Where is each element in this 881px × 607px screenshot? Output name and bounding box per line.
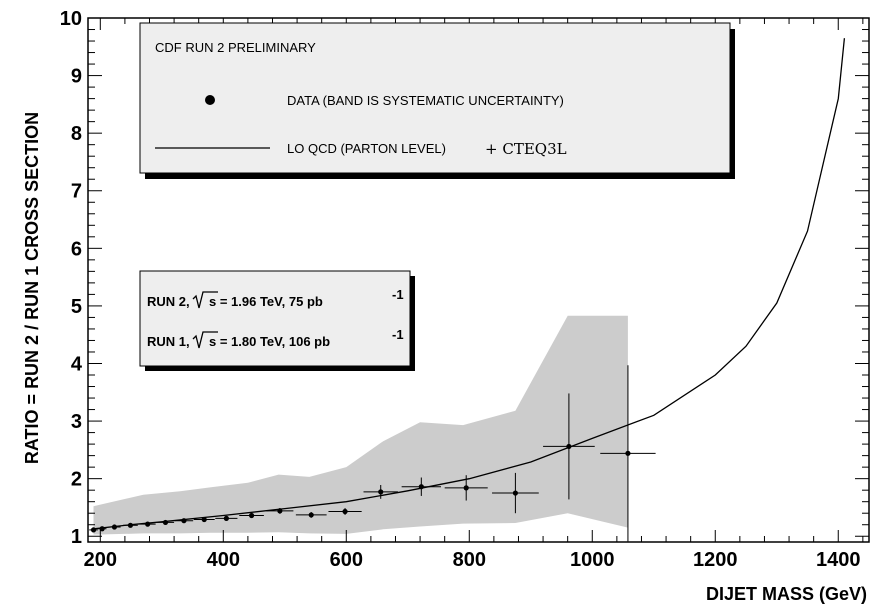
data-point [90, 527, 97, 533]
legend-qcd-label: LO QCD (PARTON LEVEL) [287, 141, 446, 156]
legend-box: CDF RUN 2 PRELIMINARY DATA (BAND IS SYST… [139, 22, 735, 179]
y-tick-label: 5 [71, 296, 82, 318]
y-tick-label: 7 [71, 181, 82, 203]
legend-qcd-suffix: + CTEQ3L [485, 140, 567, 158]
data-point-group [174, 518, 194, 524]
y-tick-label: 3 [71, 411, 82, 433]
data-point-group [89, 527, 98, 533]
sqrt-symbol-run1 [192, 331, 218, 349]
data-point-group [239, 512, 264, 519]
data-point [342, 508, 348, 515]
y-tick-label: 10 [60, 8, 82, 30]
y-axis-ticks: 1 2 3 4 5 6 7 8 9 10 [60, 8, 869, 548]
x-tick-label: 200 [84, 549, 117, 571]
data-point-group [363, 484, 398, 499]
data-point-group [492, 472, 539, 514]
y-tick-label: 1 [71, 526, 82, 548]
data-point-group [97, 526, 107, 532]
data-point [99, 526, 105, 532]
info-box: RUN 2, s = 1.96 TeV, 75 pb -1 RUN 1, s =… [139, 270, 415, 371]
data-point-group [328, 508, 362, 515]
y-axis-title: RATIO = RUN 2 / RUN 1 CROSS SECTION [22, 112, 42, 464]
data-point [512, 490, 518, 496]
y-tick-label: 8 [71, 123, 82, 145]
x-tick-label: 600 [330, 549, 363, 571]
data-point [111, 524, 118, 530]
y-tick-label: 9 [71, 66, 82, 88]
data-point-group [266, 508, 294, 514]
data-point-group [543, 393, 595, 500]
systematic-band-layer [93, 315, 628, 535]
data-point [418, 484, 424, 490]
x-tick-label: 1000 [570, 549, 615, 571]
x-axis-title: DIJET MASS (GeV) [706, 584, 867, 604]
data-point [378, 489, 384, 495]
data-point [181, 518, 187, 524]
run2-value: s = 1.96 TeV, 75 pb [209, 294, 323, 309]
data-point-group [600, 365, 656, 542]
data-point-group [156, 519, 175, 526]
y-tick-label: 2 [71, 469, 82, 491]
run1-prefix: RUN 1, [147, 334, 190, 349]
data-point [566, 443, 572, 450]
data-point [625, 450, 631, 456]
run1-exponent: -1 [392, 327, 404, 342]
run2-prefix: RUN 2, [147, 294, 190, 309]
data-point-group [215, 515, 238, 521]
legend-header: CDF RUN 2 PRELIMINARY [155, 40, 316, 55]
data-point-group [193, 516, 215, 523]
run2-exponent: -1 [392, 287, 404, 302]
data-point [277, 508, 283, 514]
y-tick-label: 6 [71, 238, 82, 260]
data-point [223, 515, 229, 521]
y-tick-label: 4 [71, 353, 83, 375]
data-point-group [401, 477, 441, 496]
data-point-group [123, 522, 138, 528]
data-point-group [139, 521, 156, 527]
x-tick-label: 400 [207, 549, 240, 571]
data-point [308, 512, 314, 518]
x-tick-label: 1400 [816, 549, 861, 571]
data-point [162, 519, 169, 526]
sqrt-symbol-run2 [192, 291, 218, 309]
run1-value: s = 1.80 TeV, 106 pb [209, 334, 330, 349]
data-point [201, 516, 207, 523]
legend-data-marker [205, 95, 215, 105]
data-point-group [295, 512, 327, 518]
data-point [145, 521, 151, 527]
data-point-group [444, 475, 488, 501]
legend-data-label: DATA (BAND IS SYSTEMATIC UNCERTAINTY) [287, 93, 564, 108]
x-tick-label: 1200 [693, 549, 738, 571]
plot-frame [87, 17, 870, 543]
x-axis-ticks: 200 400 600 800 1000 1200 1400 [84, 18, 864, 571]
data-point [127, 522, 134, 528]
info-panel [139, 270, 411, 367]
systematic-band [93, 315, 628, 535]
data-point-group [108, 524, 121, 530]
x-tick-label: 800 [453, 549, 486, 571]
data-point [248, 512, 255, 519]
data-point [463, 485, 469, 491]
data-points-layer [89, 365, 656, 542]
